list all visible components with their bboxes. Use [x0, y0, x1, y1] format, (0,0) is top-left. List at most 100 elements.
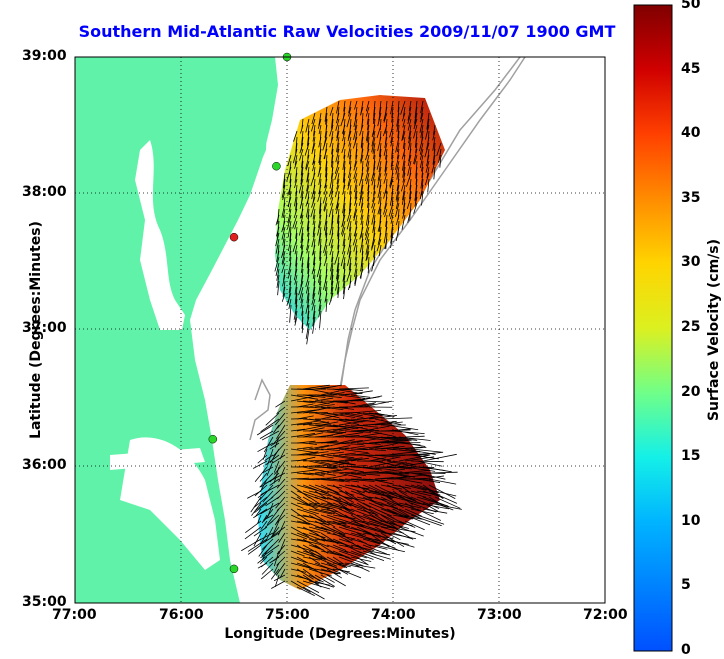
velocity-arrow: [398, 508, 420, 518]
velocity-arrow: [342, 196, 346, 214]
velocity-arrow: [354, 106, 358, 120]
velocity-arrow: [287, 214, 292, 230]
velocity-arrow: [354, 178, 358, 193]
velocity-arrow: [350, 508, 370, 517]
velocity-arrow: [331, 142, 334, 155]
velocity-arrow: [389, 124, 394, 138]
velocity-arrow: [328, 232, 334, 246]
velocity-arrow: [359, 268, 364, 278]
velocity-arrow: [349, 184, 352, 195]
pamlico-sound: [120, 437, 220, 570]
velocity-arrow: [282, 190, 286, 201]
velocity-arrow: [371, 238, 376, 251]
velocity-arrow: [307, 220, 310, 232]
velocity-arrow: [392, 460, 416, 466]
velocity-arrow: [349, 148, 352, 160]
velocity-arrow: [389, 172, 394, 187]
velocity-arrow: [318, 274, 322, 286]
velocity-arrow: [311, 118, 316, 132]
velocity-arrow: [344, 478, 375, 482]
velocity-arrow: [305, 184, 310, 199]
velocity-arrow: [398, 430, 419, 436]
velocity-arrow: [404, 490, 427, 498]
velocity-arrow: [425, 124, 430, 140]
velocity-arrow: [324, 220, 328, 236]
velocity-arrow: [290, 520, 310, 525]
velocity-arrow: [330, 166, 334, 179]
velocity-arrow: [367, 136, 370, 150]
velocity-arrow: [323, 148, 328, 159]
velocity-arrow: [323, 274, 328, 290]
velocity-arrow: [368, 550, 391, 556]
velocity-arrow: [422, 508, 448, 514]
velocity-arrow: [325, 226, 328, 238]
velocity-arrow: [290, 514, 306, 523]
velocity-arrow: [286, 166, 292, 182]
velocity-arrow: [338, 490, 355, 496]
velocity-arrow: [331, 208, 334, 226]
velocity-arrow: [305, 154, 310, 170]
velocity-arrow: [290, 490, 302, 499]
velocity-arrow: [343, 148, 346, 159]
velocity-arrow: [353, 160, 358, 171]
velocity-arrow: [350, 472, 381, 476]
velocity-arrow: [366, 112, 370, 125]
velocity-arrow: [250, 496, 262, 513]
velocity-arrow: [326, 392, 345, 396]
velocity-arrow: [401, 178, 406, 192]
velocity-arrow: [374, 445, 405, 450]
velocity-arrow: [276, 556, 286, 566]
velocity-arrow: [344, 508, 365, 521]
velocity-arrow: [371, 130, 376, 147]
velocity-arrow: [362, 520, 388, 529]
velocity-arrow: [307, 304, 310, 319]
velocity-arrow: [302, 508, 319, 515]
velocity-arrow: [290, 502, 304, 509]
velocity-arrow: [326, 562, 349, 575]
velocity-arrow: [307, 148, 310, 159]
velocity-arrow: [310, 172, 316, 187]
velocity-arrow: [335, 148, 340, 163]
velocity-arrow: [410, 514, 442, 527]
velocity-arrow: [293, 304, 298, 320]
velocity-arrow: [365, 244, 370, 262]
velocity-arrow: [326, 400, 348, 404]
velocity-arrow: [378, 106, 382, 121]
velocity-arrow: [350, 457, 368, 462]
velocity-arrow: [296, 508, 316, 516]
velocity-arrow: [390, 136, 394, 147]
velocity-arrow: [397, 100, 400, 113]
velocity-arrow: [374, 468, 406, 474]
colorbar-label: Surface Velocity (cm/s): [706, 238, 722, 422]
velocity-arrow: [305, 160, 310, 171]
velocity-arrow: [326, 460, 356, 466]
velocity-arrow: [326, 496, 348, 507]
velocity-arrow: [347, 238, 352, 255]
velocity-arrow: [353, 166, 358, 180]
velocity-arrow: [290, 526, 309, 538]
velocity-arrow: [289, 226, 292, 242]
velocity-arrow: [260, 478, 274, 488]
velocity-arrow: [396, 178, 400, 191]
velocity-arrow: [296, 532, 319, 542]
velocity-arrow: [419, 154, 424, 168]
velocity-arrow: [260, 502, 280, 515]
velocity-arrow: [344, 538, 364, 551]
velocity-arrow: [320, 556, 346, 569]
velocity-arrow: [396, 148, 400, 160]
velocity-arrow: [386, 520, 403, 528]
velocity-arrow: [350, 448, 368, 451]
velocity-arrow: [368, 430, 396, 438]
velocity-arrow: [290, 394, 319, 400]
velocity-arrow: [356, 412, 375, 417]
velocity-arrow: [336, 172, 340, 184]
velocity-arrow: [378, 244, 382, 257]
velocity-arrow: [402, 202, 406, 214]
velocity-arrow: [281, 292, 286, 302]
velocity-arrow: [396, 142, 400, 153]
velocity-arrow: [336, 178, 340, 190]
velocity-arrow: [362, 400, 393, 408]
velocity-arrow: [296, 440, 316, 444]
velocity-arrow: [433, 124, 436, 135]
velocity-arrow: [386, 462, 408, 468]
